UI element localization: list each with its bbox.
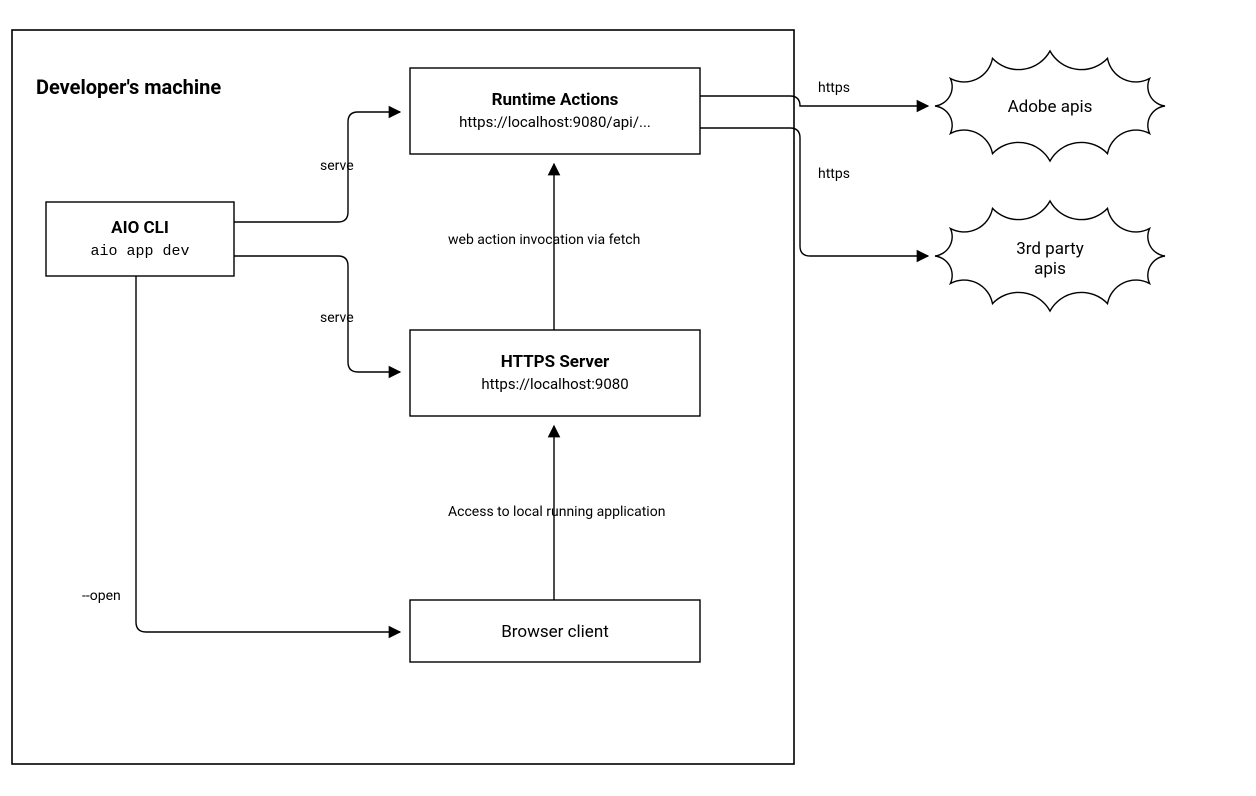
node-subtitle: https://localhost:9080/api/...: [459, 113, 651, 131]
cloud-adobe-apis: Adobe apis: [935, 51, 1165, 161]
edge-label: --open: [82, 588, 121, 604]
container-developers-machine: [12, 30, 794, 764]
cloud-label-line2: apis: [1034, 259, 1066, 279]
node-https-server: HTTPS Server https://localhost:9080: [410, 330, 700, 416]
edge-label: Access to local running application: [448, 504, 665, 520]
edge-label: serve: [320, 310, 354, 326]
node-title: HTTPS Server: [501, 352, 610, 372]
edge-cli-to-https: serve: [234, 256, 400, 372]
cloud-label: Adobe apis: [1008, 97, 1093, 117]
edge-label: serve: [320, 158, 354, 174]
node-title: Browser client: [501, 622, 609, 642]
edge-runtime-to-adobe: https: [700, 80, 928, 106]
edge-label: https: [818, 80, 850, 96]
edge-https-to-runtime: web action invocation via fetch: [448, 164, 640, 330]
edge-runtime-to-3rd: https: [700, 128, 928, 256]
node-subtitle: aio app dev: [90, 243, 189, 260]
edge-label: https: [818, 166, 850, 182]
edge-cli-to-runtime: serve: [234, 112, 400, 222]
edge-label: web action invocation via fetch: [448, 232, 640, 248]
node-browser-client: Browser client: [410, 600, 700, 662]
edge-browser-to-https: Access to local running application: [448, 426, 665, 600]
node-title: AIO CLI: [111, 218, 169, 238]
cloud-label-line1: 3rd party: [1016, 239, 1084, 259]
edge-cli-to-browser: --open: [82, 276, 400, 632]
cloud-third-party-apis: 3rd partyapis: [935, 201, 1165, 311]
node-runtime-actions: Runtime Actions https://localhost:9080/ap…: [410, 68, 700, 154]
node-aio-cli: AIO CLI aio app dev: [46, 202, 234, 276]
container-title: Developer's machine: [36, 75, 221, 99]
node-subtitle: https://localhost:9080: [481, 375, 628, 393]
node-title: Runtime Actions: [492, 90, 619, 110]
